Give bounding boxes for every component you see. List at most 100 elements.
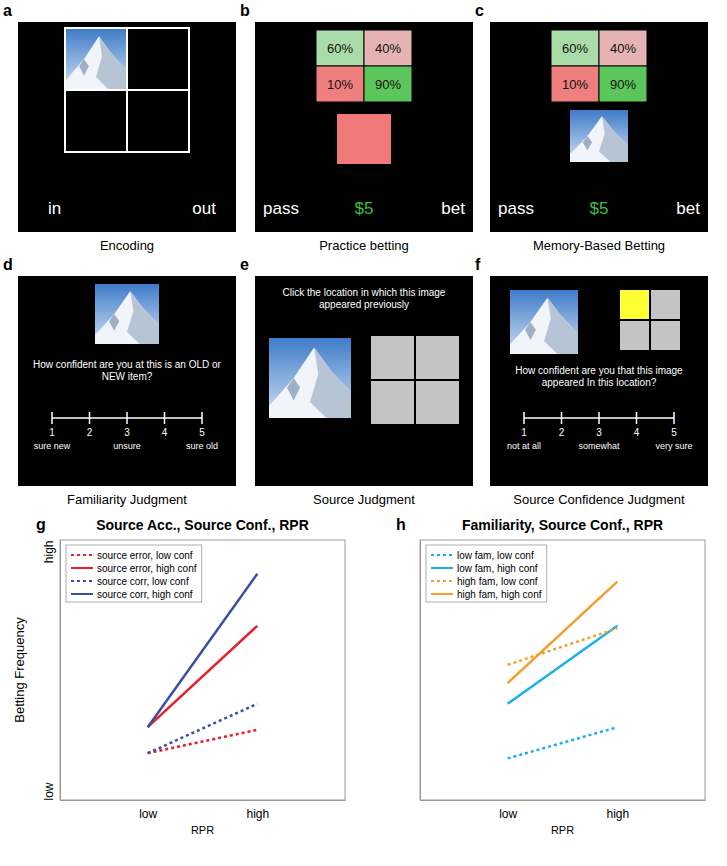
series-line (148, 704, 258, 753)
plot-frame (60, 540, 345, 800)
task-panel: cMemory-Based Betting60%40%10%90%pass$5b… (475, 2, 708, 253)
rating-number: 1 (49, 427, 55, 438)
image-shadow (96, 36, 126, 89)
rating-tick (89, 412, 91, 424)
screen (255, 276, 473, 486)
y-axis (420, 541, 421, 801)
probability-cell (316, 30, 364, 66)
stimulus-image (66, 29, 126, 89)
rating-tick (126, 412, 128, 424)
x-axis: low high (61, 800, 346, 821)
task-panel: dFamiliarity JudgmentHow confident are y… (3, 256, 236, 507)
location-cell (65, 28, 127, 90)
location-cell[interactable] (416, 336, 459, 379)
probability-label: 60% (562, 41, 588, 56)
probability-label: 10% (562, 77, 588, 92)
probability-label: 90% (610, 77, 636, 92)
image-shadow (544, 298, 578, 354)
image-sky (510, 290, 578, 354)
rating-number: 3 (596, 427, 602, 438)
rating-tick (561, 412, 563, 424)
series-line (508, 727, 618, 758)
legend: source error, low confsource error, high… (66, 545, 202, 602)
rating-anchor: sure old (186, 441, 218, 451)
panel-letter: b (240, 2, 250, 19)
panel-caption: Familiarity Judgment (67, 492, 187, 507)
prompt: Click the location in which this imageap… (283, 287, 446, 310)
legend-swatch (71, 554, 93, 556)
rating-number: 1 (521, 427, 527, 438)
rating-tick (673, 412, 675, 424)
legend-swatch (431, 593, 453, 595)
chart-panel: gSource Acc., Source Conf., RPRlowhighlo… (12, 516, 346, 836)
plot-frame (420, 540, 705, 800)
option-label: bet (676, 199, 700, 218)
rating-anchor: very sure (655, 441, 692, 451)
chart-title: Source Acc., Source Conf., RPR (96, 517, 309, 533)
legend-label: source error, high conf (97, 563, 197, 574)
practice-square (337, 114, 391, 164)
legend-label: low fam, low conf (457, 550, 534, 561)
x-axis-title: RPR (191, 824, 214, 836)
rating-number: 4 (162, 427, 168, 438)
x-axis-line (421, 800, 706, 801)
x-tick-label: high (246, 807, 269, 821)
legend-swatch (71, 580, 93, 582)
image-rock (583, 136, 592, 151)
option-label: out (192, 199, 216, 218)
panel-caption: Source Confidence Judgment (513, 492, 685, 507)
rating-number: 2 (87, 427, 93, 438)
image-mountain (95, 291, 159, 344)
image-sky (95, 284, 159, 344)
x-tick-label: high (606, 807, 629, 821)
location-cell (620, 321, 649, 350)
legend-swatch (71, 567, 93, 569)
location-cell[interactable] (371, 381, 414, 424)
y-tick-label: low (42, 782, 56, 800)
probability-cell (551, 66, 599, 102)
probability-label: 40% (610, 41, 636, 56)
panel-caption: Memory-Based Betting (533, 238, 665, 253)
image-rock (525, 322, 536, 340)
x-tick: high (246, 800, 269, 821)
rating-tick (164, 412, 166, 424)
y-axis: low high (42, 541, 61, 801)
prompt: How confident are you that this imageapp… (515, 365, 683, 388)
option-label: pass (498, 199, 534, 218)
panel-letter: h (396, 516, 406, 533)
x-tick: low (139, 800, 157, 821)
lines (508, 582, 618, 759)
location-cell[interactable] (371, 336, 414, 379)
panel-letter: d (3, 256, 13, 273)
panel-caption: Encoding (100, 238, 154, 253)
location-cell (651, 290, 680, 319)
chart-panel: hFamiliarity, Source Conf., RPRlowhighRP… (396, 516, 706, 836)
task-panel: aEncodinginout (3, 2, 236, 253)
rating-anchor: not at all (507, 441, 541, 451)
series-line (148, 626, 258, 727)
legend-label: source corr, high conf (97, 589, 193, 600)
series-line (148, 730, 258, 753)
image-mountain (570, 116, 628, 162)
legend-swatch (431, 567, 453, 569)
y-axis-line (420, 541, 421, 801)
rating-number: 5 (671, 427, 677, 438)
legend-box (66, 545, 202, 602)
location-cell (127, 90, 189, 152)
screen (490, 276, 708, 486)
stimulus-image (269, 338, 351, 418)
panel-caption: Source Judgment (313, 492, 415, 507)
y-tick: high (42, 541, 60, 564)
x-tick-label: low (499, 807, 517, 821)
legend-swatch (71, 593, 93, 595)
panel-letter: e (240, 256, 249, 273)
y-axis-line (60, 541, 61, 801)
screen (18, 276, 236, 486)
rating-tick (598, 412, 600, 424)
image-sky (66, 29, 126, 89)
location-cell[interactable] (416, 381, 459, 424)
panel-letter: c (475, 2, 484, 19)
probability-label: 10% (327, 77, 353, 92)
image-rock (79, 59, 89, 76)
probability-cell (316, 66, 364, 102)
